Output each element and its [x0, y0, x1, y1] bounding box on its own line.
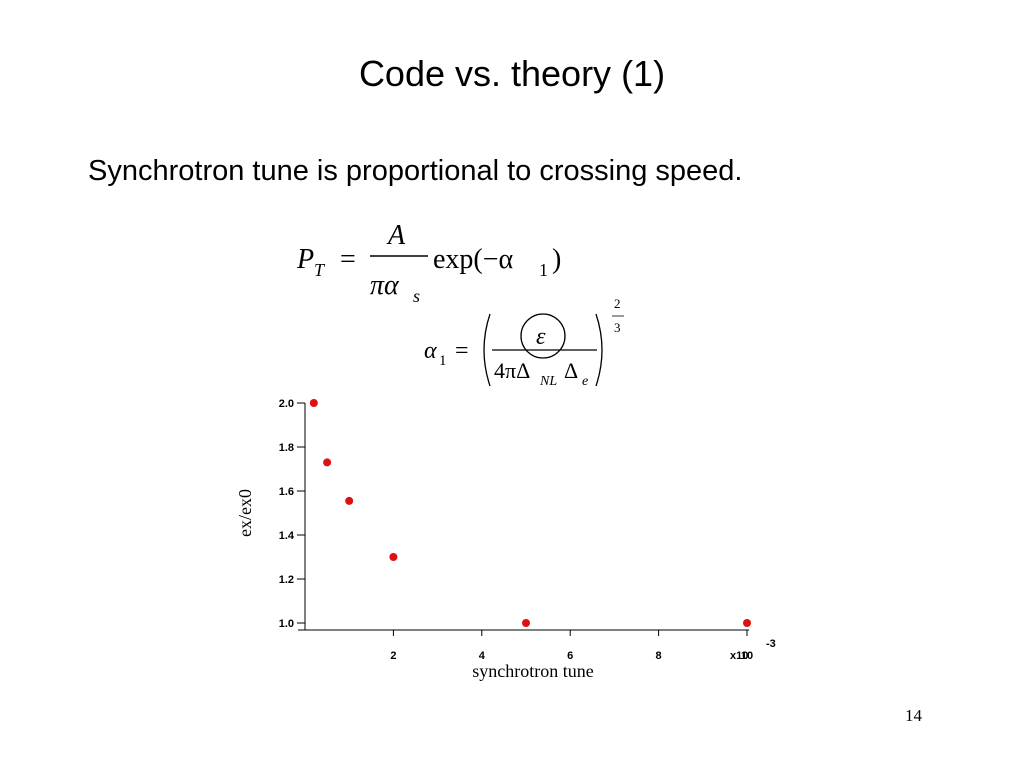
eq2-exponent-denominator: 3 — [614, 320, 621, 335]
y-tick-label: 1.4 — [279, 530, 295, 542]
eq2-left-paren — [483, 313, 491, 387]
equation-1: P T = A πα s exp(−α 1 ) — [296, 220, 561, 306]
equations: P T = A πα s exp(−α 1 ) α 1 = ε 4πΔ NL Δ… — [296, 220, 624, 389]
slide-title: Code vs. theory (1) — [358, 53, 666, 94]
data-point — [309, 399, 318, 407]
eq2-lhs-subscript: 1 — [439, 353, 447, 369]
eq1-lhs-symbol: P — [296, 244, 314, 275]
y-tick-label: 1.6 — [279, 486, 294, 498]
y-tick-label: 1.8 — [279, 442, 294, 454]
y-ticks: 1.0 1.2 1.4 1.6 1.8 2.0 — [279, 398, 305, 630]
x-multiplier-exponent: -3 — [766, 638, 776, 650]
eq1-exp-subscript: 1 — [539, 260, 548, 280]
x-tick-label: 10 — [741, 650, 753, 662]
eq2-numerator-circle — [520, 313, 566, 359]
x-tick-label: 8 — [656, 650, 662, 662]
y-tick-label: 1.2 — [279, 574, 294, 586]
x-tick-label: 6 — [567, 650, 573, 662]
y-axis-label: ex/ex0 — [235, 489, 255, 537]
eq1-denominator: πα — [370, 270, 400, 301]
eq2-equals: = — [455, 338, 469, 364]
data-point — [522, 619, 530, 627]
y-tick-label: 2.0 — [279, 398, 294, 410]
eq1-lhs-subscript: T — [314, 260, 326, 280]
eq2-denominator-a: 4πΔ — [494, 358, 530, 383]
eq2-denominator-sub-a: NL — [539, 374, 557, 389]
eq1-exp-term: exp(−α — [433, 244, 514, 275]
x-ticks: 2 4 6 8 10 — [390, 630, 753, 662]
eq2-right-paren — [595, 313, 603, 387]
x-axis-label: synchrotron tune — [472, 661, 593, 681]
eq1-close-paren: ) — [552, 244, 561, 275]
eq2-denominator-b: Δ — [564, 358, 578, 383]
data-point — [345, 496, 354, 505]
x-tick-label: 4 — [479, 650, 486, 662]
eq2-lhs-symbol: α — [424, 338, 437, 364]
x-tick-label: 2 — [390, 650, 396, 662]
page-number: 14 — [905, 706, 922, 725]
x-multiplier-label: x10 — [730, 650, 748, 662]
data-point — [743, 619, 751, 627]
eq2-exponent-numerator: 2 — [614, 296, 621, 311]
data-points — [309, 399, 751, 627]
eq2-numerator: ε — [536, 324, 546, 350]
data-point — [323, 458, 332, 467]
y-tick-label: 1.0 — [279, 618, 294, 630]
slide-body-text: Synchrotron tune is proportional to cros… — [88, 155, 743, 187]
eq1-denominator-subscript: s — [413, 286, 420, 306]
eq2-denominator-sub-b: e — [582, 374, 588, 389]
equation-2: α 1 = ε 4πΔ NL Δ e 2 3 — [424, 296, 624, 389]
eq1-equals: = — [340, 244, 356, 275]
data-point — [389, 553, 398, 561]
eq1-numerator: A — [386, 220, 406, 251]
